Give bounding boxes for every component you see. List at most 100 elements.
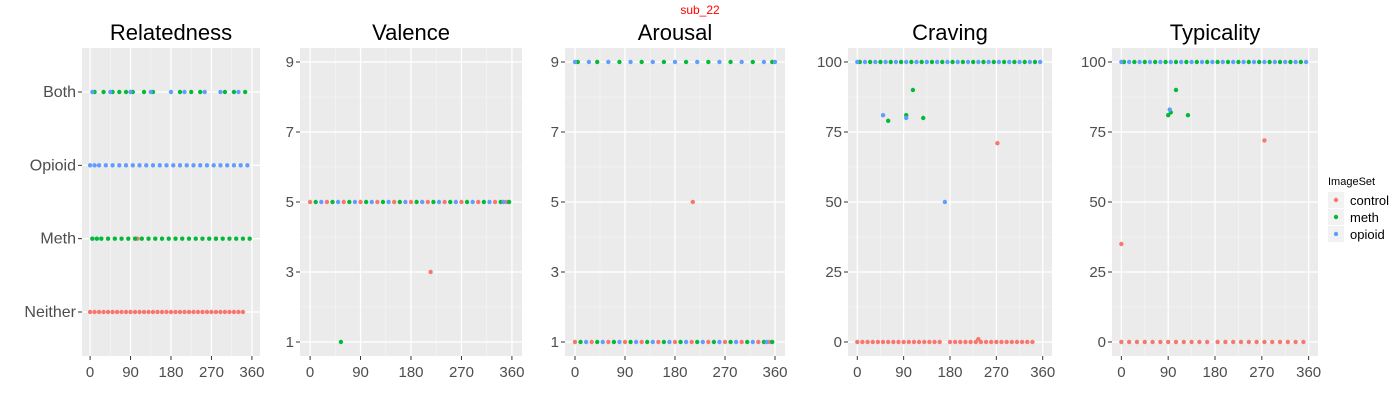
point-control: [1231, 339, 1236, 345]
point-meth: [313, 199, 318, 205]
point-opioid: [218, 89, 223, 95]
point-control: [1158, 339, 1163, 345]
point-opioid: [996, 59, 1002, 65]
point-meth: [242, 89, 248, 95]
y-tick-label: 100: [817, 54, 842, 71]
x-tick-label: 270: [712, 364, 737, 381]
x-tick-label: 180: [1202, 364, 1227, 381]
point-opioid: [319, 199, 324, 205]
point-control: [87, 309, 93, 315]
point-opioid: [92, 163, 97, 168]
point-opioid: [893, 59, 899, 65]
point-meth: [139, 236, 144, 241]
point-control: [947, 339, 953, 345]
point-control: [885, 339, 891, 345]
point-control: [983, 339, 989, 345]
point-control: [195, 309, 201, 315]
point-opioid: [717, 339, 722, 345]
point-meth: [595, 339, 600, 345]
point-meth: [338, 339, 344, 345]
point-meth: [141, 89, 147, 95]
x-tick-label: 90: [122, 364, 139, 381]
point-meth: [123, 89, 129, 95]
y-tick-label: 1: [551, 334, 559, 351]
point-control: [976, 337, 981, 342]
point-opioid: [1007, 59, 1012, 65]
point-control: [391, 199, 397, 205]
point-opioid: [352, 199, 358, 205]
point-meth: [1001, 59, 1007, 65]
point-control: [958, 339, 963, 345]
point-control: [150, 309, 156, 315]
point-control: [159, 309, 165, 315]
point-control: [186, 309, 192, 315]
point-opioid: [420, 199, 425, 205]
point-control: [911, 339, 917, 345]
legend: ImageSet control meth opioid: [1328, 176, 1389, 242]
x-tick-label: 90: [617, 364, 634, 381]
point-control: [92, 309, 97, 315]
point-control: [1025, 339, 1030, 345]
point-control: [875, 339, 881, 345]
point-opioid: [1147, 59, 1153, 65]
point-control: [1215, 339, 1220, 345]
point-meth: [728, 339, 733, 345]
point-control: [995, 141, 1000, 146]
point-control: [1262, 339, 1267, 345]
point-opioid: [436, 199, 442, 205]
point-opioid: [855, 59, 860, 65]
point-meth: [770, 339, 775, 345]
point-meth: [126, 236, 131, 241]
point-meth: [1152, 59, 1158, 65]
point-meth: [159, 236, 165, 241]
point-meth: [1204, 59, 1210, 65]
point-opioid: [204, 163, 210, 168]
point-control: [860, 339, 865, 345]
point-meth: [919, 59, 924, 65]
point-meth: [220, 236, 225, 241]
point-opioid: [168, 89, 174, 95]
x-tick-label: 180: [662, 364, 687, 381]
point-meth: [101, 89, 106, 95]
point-opioid: [750, 339, 755, 345]
point-meth: [119, 236, 124, 241]
point-control: [572, 339, 578, 345]
point-meth: [146, 236, 151, 241]
legend-key-control: [1333, 197, 1339, 203]
point-control: [428, 269, 433, 275]
point-control: [927, 339, 932, 345]
point-meth: [193, 236, 198, 241]
point-meth: [1184, 59, 1189, 65]
point-control: [1223, 339, 1228, 345]
point-opioid: [1167, 107, 1172, 112]
point-opioid: [904, 115, 909, 121]
y-tick-label: 100: [1081, 54, 1106, 71]
point-opioid: [586, 59, 592, 65]
point-opioid: [164, 163, 169, 168]
legend-label-meth: meth: [1350, 210, 1379, 225]
point-meth: [745, 339, 750, 345]
y-tick-label: 25: [1089, 264, 1106, 281]
point-meth: [678, 339, 683, 345]
point-opioid: [976, 59, 981, 65]
y-tick-label: 75: [825, 124, 842, 141]
panel-craving: 0 90 180 270 360 0 25 50 75 100 Craving: [817, 20, 1055, 381]
point-control: [1285, 339, 1291, 345]
point-opioid: [600, 339, 605, 345]
point-control: [209, 309, 214, 315]
point-opioid: [1199, 59, 1205, 65]
point-control: [916, 339, 922, 345]
point-control: [855, 339, 860, 345]
point-meth: [950, 59, 955, 65]
point-meth: [1022, 59, 1027, 65]
point-meth: [611, 339, 617, 345]
point-opioid: [572, 59, 578, 65]
point-opioid: [144, 163, 149, 168]
point-meth: [1173, 59, 1179, 65]
point-control: [589, 339, 594, 345]
point-opioid: [157, 163, 162, 168]
point-control: [1004, 339, 1009, 345]
point-control: [1254, 339, 1259, 345]
point-control: [442, 199, 447, 205]
point-opioid: [1231, 59, 1236, 65]
